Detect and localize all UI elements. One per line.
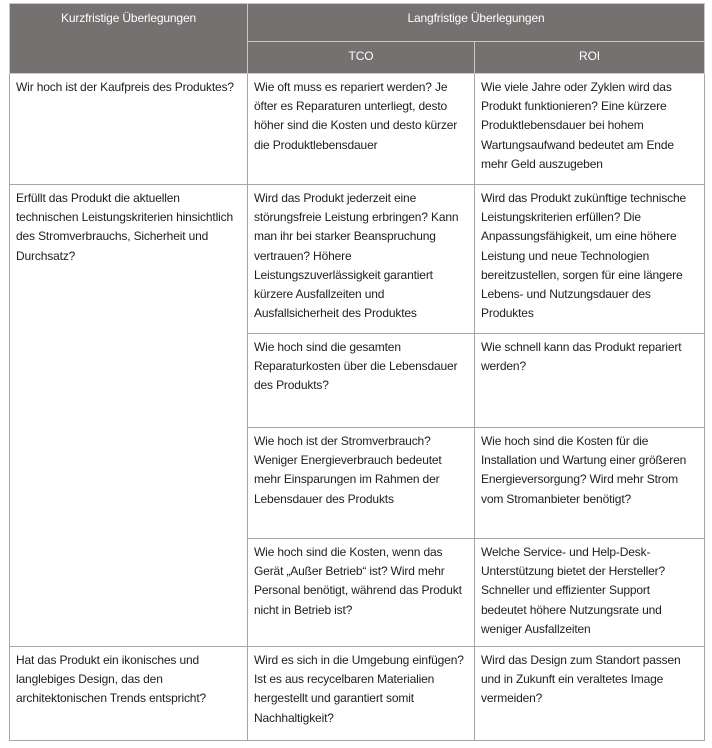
cell-roi: Wie viele Jahre oder Zyklen wird das Pro… <box>474 73 705 185</box>
table-row: Wie hoch sind die Kosten, wenn das Gerät… <box>10 538 705 647</box>
cell-roi: Welche Service- und Help-Desk-Unterstütz… <box>474 538 705 647</box>
header-tco: TCO <box>247 41 475 74</box>
cell-roi: Wird das Design zum Standort passen und … <box>474 646 705 741</box>
table-row: Erfüllt das Produkt die aktuellen techni… <box>9 184 705 647</box>
cell-tco: Wird es sich in die Umgebung einfügen? I… <box>247 646 475 741</box>
comparison-table: Kurzfristige Überlegungen Langfristige Ü… <box>9 3 705 741</box>
header-row: Kurzfristige Überlegungen Langfristige Ü… <box>9 3 705 74</box>
header-roi: ROI <box>474 41 705 74</box>
header-long-term: Langfristige Überlegungen <box>247 3 705 42</box>
subheader-row: TCO ROI <box>10 41 705 74</box>
cell-short: Wir hoch ist der Kaufpreis des Produktes… <box>9 73 248 185</box>
cell-tco: Wie oft muss es repariert werden? Je öft… <box>247 73 475 185</box>
table-row: Hat das Produkt ein ikonisches und langl… <box>9 646 705 741</box>
cell-short: Hat das Produkt ein ikonisches und langl… <box>9 646 248 741</box>
table-row: Wir hoch ist der Kaufpreis des Produktes… <box>9 73 705 185</box>
table-row: Wie hoch sind die gesamten Reparaturkost… <box>10 333 705 428</box>
cell-tco: Wie hoch ist der Stromverbrauch? Weniger… <box>247 427 475 539</box>
header-short-term: Kurzfristige Überlegungen <box>9 3 248 74</box>
cell-roi: Wird das Produkt zukünftige technische L… <box>474 184 705 334</box>
cell-tco: Wird das Produkt jederzeit eine störungs… <box>247 184 475 334</box>
table-row: Wie hoch ist der Stromverbrauch? Weniger… <box>10 427 705 539</box>
cell-tco: Wie hoch sind die gesamten Reparaturkost… <box>247 333 475 428</box>
cell-roi: Wie hoch sind die Kosten für die Install… <box>474 427 705 539</box>
cell-short: Erfüllt das Produkt die aktuellen techni… <box>9 184 248 647</box>
cell-roi: Wie schnell kann das Produkt repariert w… <box>474 333 705 428</box>
cell-tco: Wie hoch sind die Kosten, wenn das Gerät… <box>247 538 475 647</box>
